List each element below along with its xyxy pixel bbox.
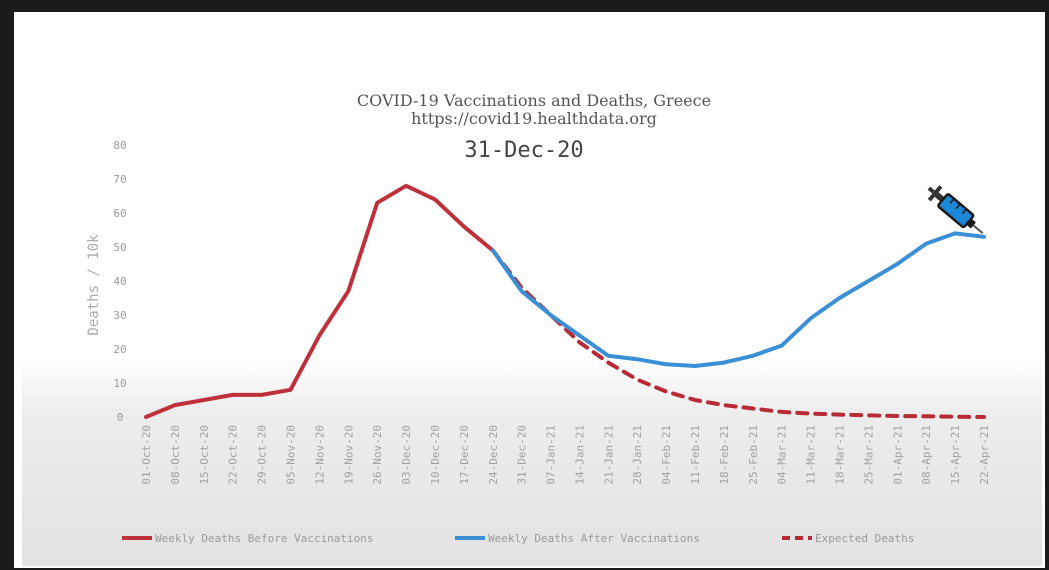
series-layer (144, 183, 986, 419)
legend: Weekly Deaths Before Vaccinations Weekly … (122, 532, 914, 545)
series-line-expected-deaths (490, 248, 986, 419)
frame-border-bottom (0, 568, 1049, 570)
x-tick-label: 17-Dec-20 (458, 425, 471, 485)
chart-subtitle: https://covid19.healthdata.org (411, 109, 657, 128)
x-tick-label: 22-Oct-20 (227, 425, 240, 485)
legend-entry-label: Expected Deaths (815, 532, 914, 545)
x-tick-label: 04-Feb-21 (660, 425, 673, 485)
chart-title: COVID-19 Vaccinations and Deaths, Greece (357, 91, 711, 110)
x-tick-label: 15-Apr-21 (949, 425, 962, 485)
chart-panel (22, 18, 1042, 566)
y-tick-label: 20 (113, 343, 126, 356)
x-tick-label: 18-Feb-21 (718, 425, 731, 485)
y-axis-ticks: 0 10 20 30 40 50 60 70 80 (113, 139, 126, 424)
y-tick-label: 40 (113, 275, 126, 288)
x-tick-label: 28-Jan-21 (631, 425, 644, 485)
x-tick-label: 11-Mar-21 (805, 425, 818, 485)
y-tick-label: 70 (113, 173, 126, 186)
x-tick-label: 15-Oct-20 (198, 425, 211, 485)
syringe-icon (927, 185, 984, 234)
x-tick-label: 01-Oct-20 (140, 425, 153, 485)
x-tick-label: 21-Jan-21 (602, 425, 615, 485)
x-tick-label: 29-Oct-20 (256, 425, 269, 485)
x-tick-label: 05-Nov-20 (284, 425, 297, 485)
series-line-after-vaccinations (490, 231, 986, 368)
y-tick-label: 30 (113, 309, 126, 322)
x-tick-label: 24-Dec-20 (487, 425, 500, 485)
frame-border-right (1045, 0, 1049, 570)
x-tick-label: 19-Nov-20 (342, 425, 355, 485)
x-tick-label: 12-Nov-20 (313, 425, 326, 485)
x-tick-label: 31-Dec-20 (516, 425, 529, 485)
current-date-label: 31-Dec-20 (464, 138, 583, 163)
x-axis-ticks: 01-Oct-20 08-Oct-20 15-Oct-20 22-Oct-20 29-O… (140, 425, 991, 485)
x-tick-label: 03-Dec-20 (400, 425, 413, 485)
frame-border-left (0, 0, 14, 570)
y-tick-label: 50 (113, 241, 126, 254)
x-tick-label: 26-Nov-20 (371, 425, 384, 485)
x-tick-label: 18-Mar-21 (834, 425, 847, 485)
x-tick-label: 22-Apr-21 (978, 425, 991, 485)
y-tick-label: 80 (113, 139, 126, 152)
x-tick-label: 04-Mar-21 (776, 425, 789, 485)
x-tick-label: 11-Feb-21 (689, 425, 702, 485)
x-tick-label: 25-Feb-21 (747, 425, 760, 485)
x-tick-label: 08-Oct-20 (169, 425, 182, 485)
x-tick-label: 25-Mar-21 (862, 425, 875, 485)
series-line-before-vaccinations (144, 183, 495, 419)
x-tick-label: 08-Apr-21 (920, 425, 933, 485)
legend-entry-label: Weekly Deaths Before Vaccinations (155, 532, 374, 545)
y-tick-label: 10 (113, 377, 126, 390)
y-axis-label: Deaths / 10k (86, 234, 102, 336)
frame-border-top (0, 0, 1049, 12)
x-tick-label: 14-Jan-21 (573, 425, 586, 485)
y-tick-label: 0 (117, 411, 124, 424)
legend-entry-label: Weekly Deaths After Vaccinations (488, 532, 700, 545)
x-tick-label: 10-Dec-20 (429, 425, 442, 485)
y-tick-label: 60 (113, 207, 126, 220)
x-tick-label: 07-Jan-21 (545, 425, 558, 485)
x-tick-label: 01-Apr-21 (891, 425, 904, 485)
